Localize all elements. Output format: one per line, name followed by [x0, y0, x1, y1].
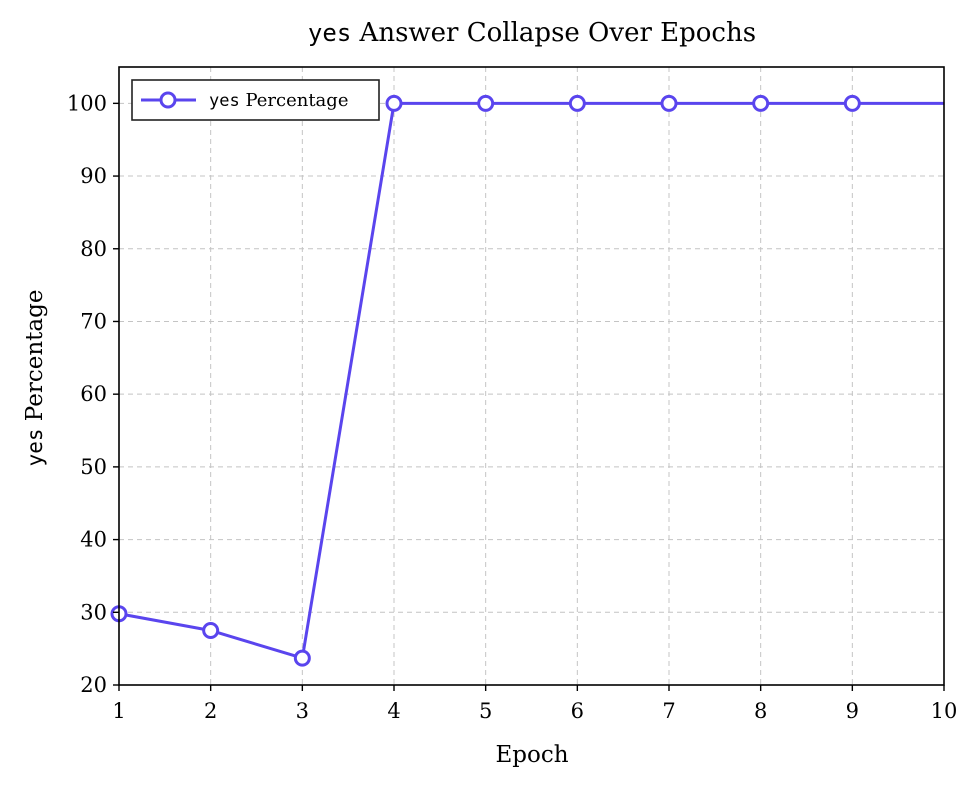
y-tick-label: 70 [80, 309, 107, 333]
y-axis-ticks: 20 30 40 50 60 70 80 90 100 [67, 91, 119, 697]
y-tick-label: 20 [80, 673, 107, 697]
grid [118, 67, 945, 686]
x-tick-label: 3 [296, 699, 309, 723]
x-tick-label: 4 [387, 699, 400, 723]
y-tick-label: 30 [80, 600, 107, 624]
x-tick-label: 10 [931, 699, 958, 723]
data-point [568, 94, 586, 112]
x-tick-label: 2 [204, 699, 217, 723]
data-point [477, 94, 495, 112]
y-tick-label: 90 [80, 164, 107, 188]
series-line [118, 101, 944, 660]
legend-label: yes Percentage [209, 90, 348, 111]
y-tick-label: 40 [80, 528, 107, 552]
x-axis-label: Epoch [495, 742, 568, 768]
y-axis-label: yes Percentage [22, 290, 48, 467]
x-tick-label: 1 [112, 699, 125, 723]
data-point [752, 94, 770, 112]
y-axis-label-text: Percentage [22, 290, 48, 429]
data-point [293, 649, 311, 667]
y-tick-label: 60 [80, 382, 107, 406]
x-tick-label: 5 [479, 699, 492, 723]
x-axis-ticks: 1 2 3 4 5 6 7 8 9 10 [112, 685, 957, 723]
legend-label-text: Percentage [240, 90, 349, 111]
data-point [202, 621, 220, 639]
data-point [843, 94, 861, 112]
data-point [660, 94, 678, 112]
chart-title-text: Answer Collapse Over Epochs [351, 18, 756, 48]
legend-label-mono: yes [209, 91, 240, 111]
x-tick-label: 6 [571, 699, 584, 723]
y-tick-label: 100 [67, 91, 107, 115]
x-tick-label: 7 [662, 699, 675, 723]
series-layer [110, 94, 944, 667]
legend-marker-swatch [159, 91, 177, 109]
y-tick-label: 80 [80, 237, 107, 261]
plot-frame [118, 66, 945, 686]
chart-title: yes Answer Collapse Over Epochs [308, 18, 756, 48]
x-tick-label: 9 [846, 699, 859, 723]
y-tick-label: 50 [80, 455, 107, 479]
legend: yes Percentage [131, 79, 380, 121]
data-point [385, 94, 403, 112]
y-axis-label-mono: yes [23, 429, 47, 467]
chart-title-mono: yes [308, 19, 351, 47]
x-tick-label: 8 [754, 699, 767, 723]
